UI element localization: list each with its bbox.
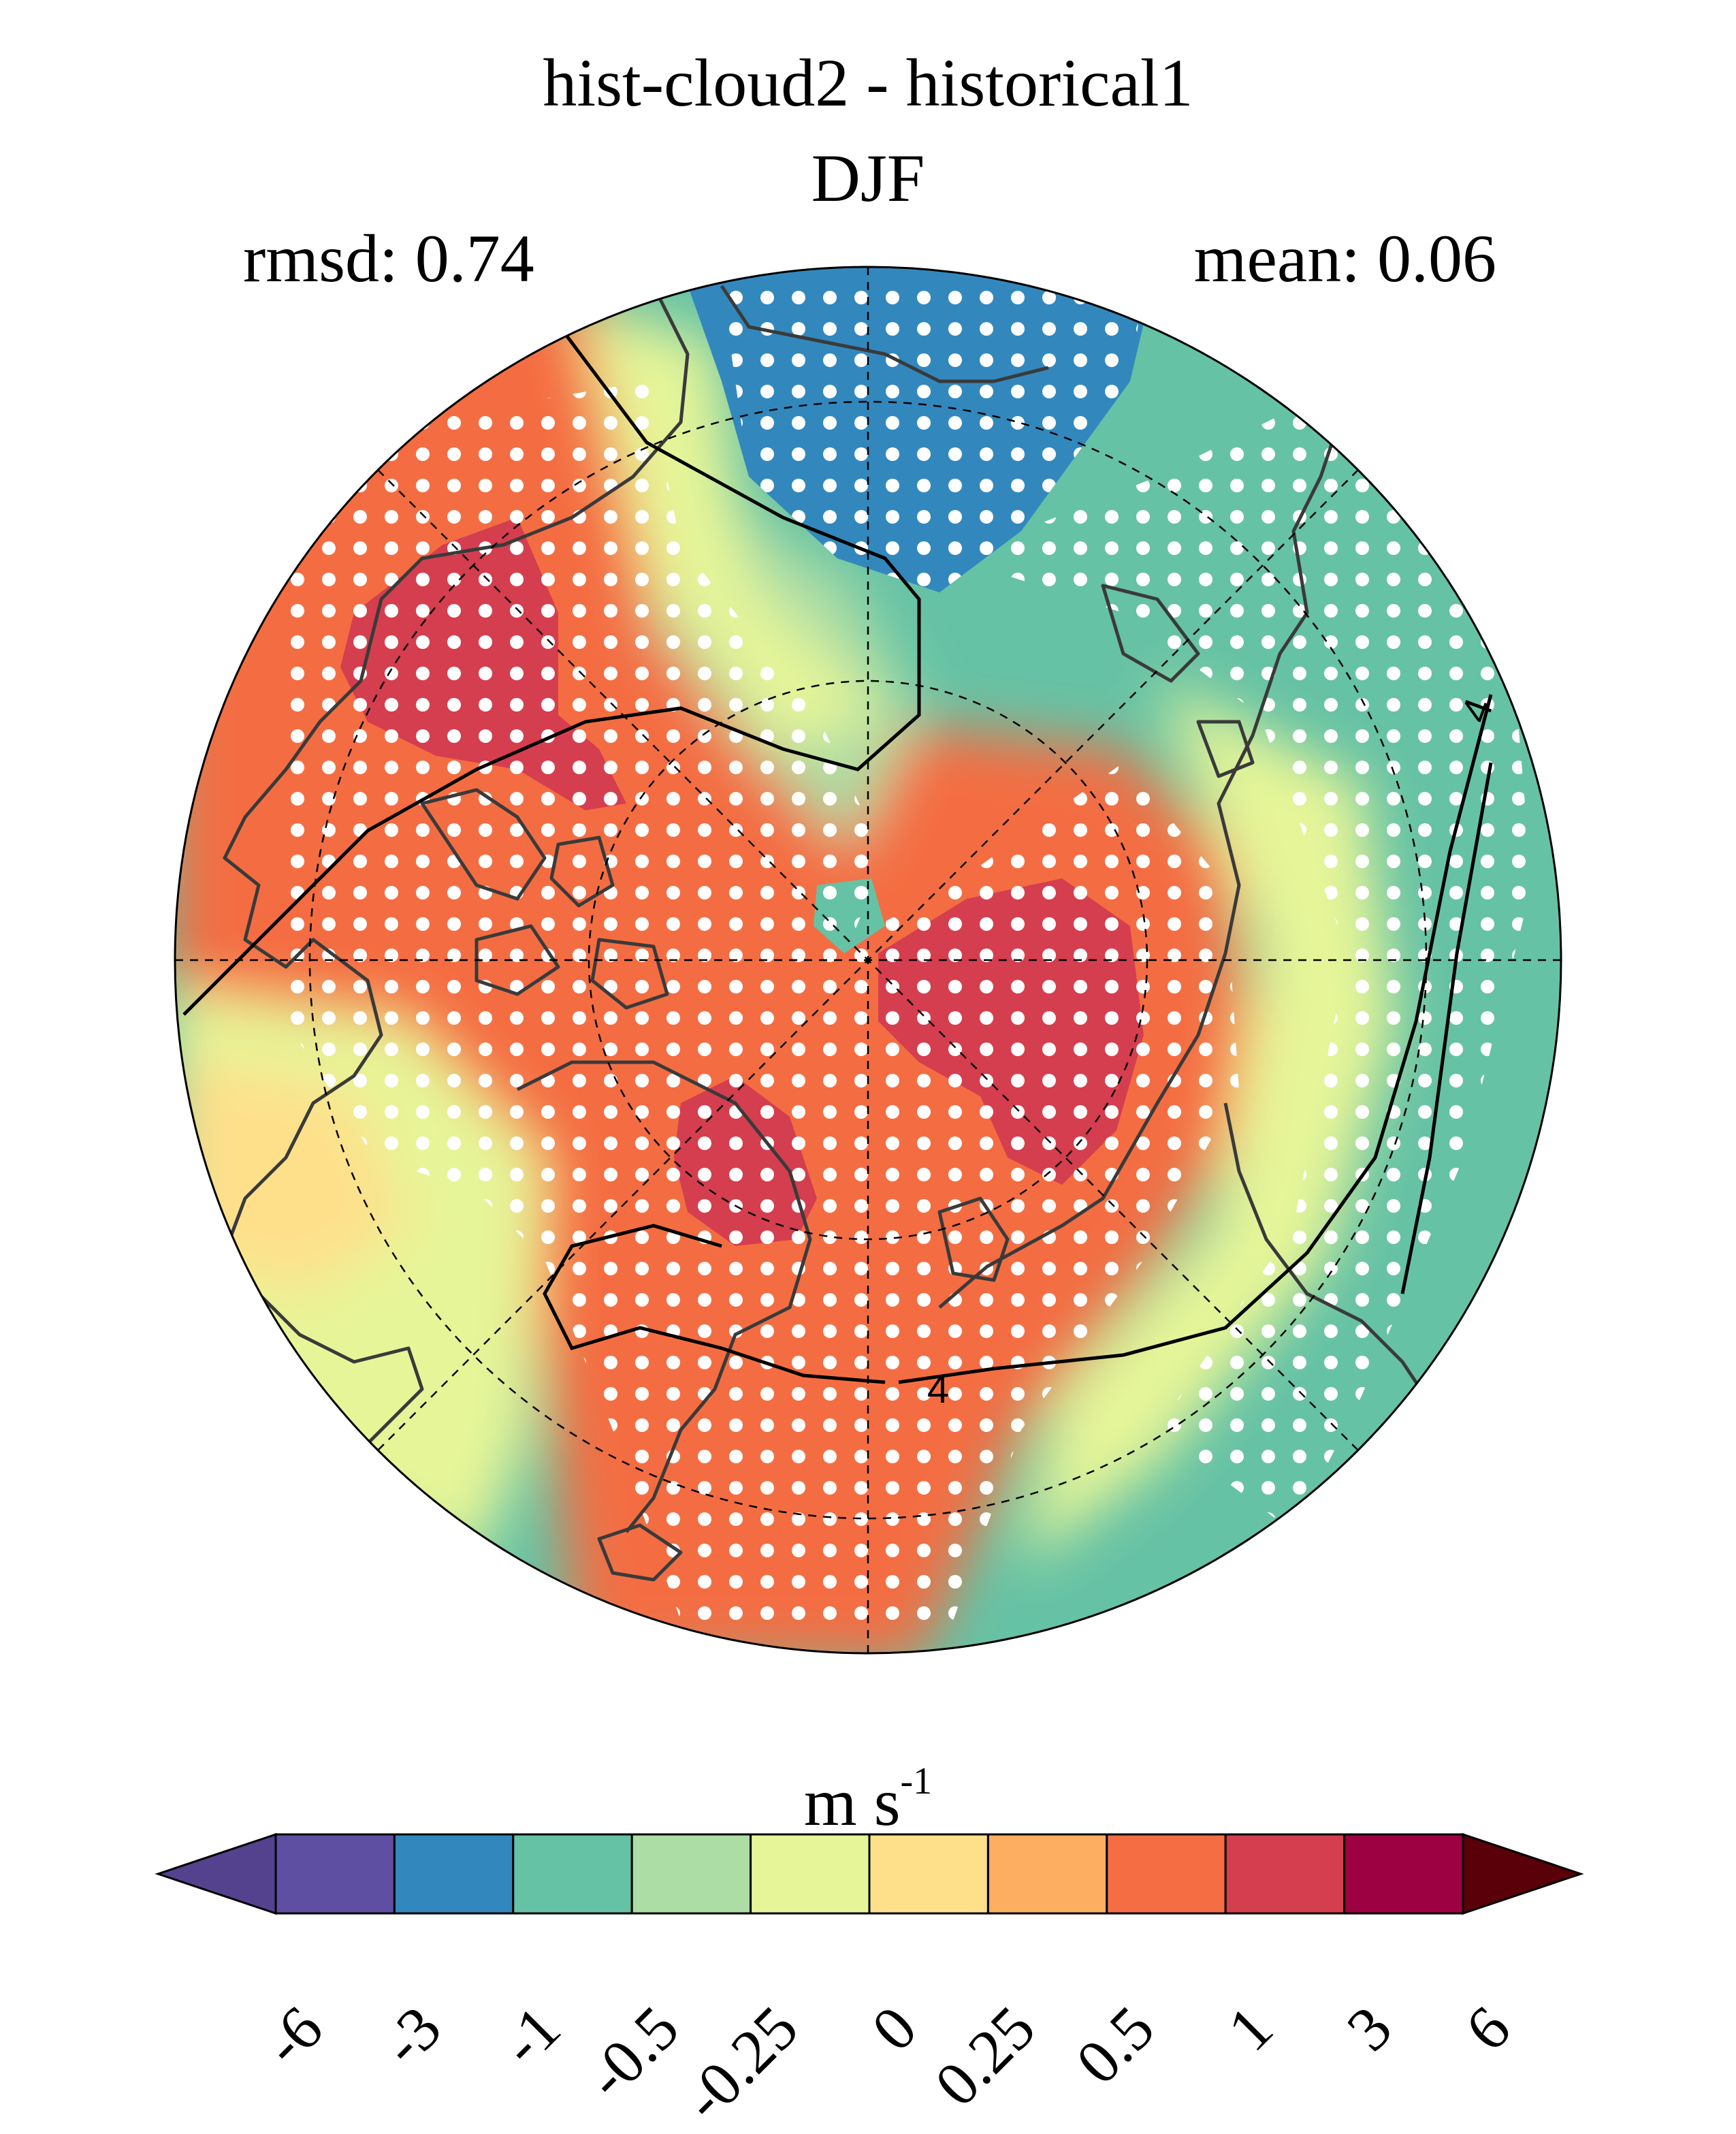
colorbar-bin	[868, 1833, 989, 1915]
coastline-alaska	[720, 285, 1049, 383]
contour-line	[182, 332, 921, 1016]
colorbar-bin	[274, 1833, 396, 1915]
colorbar-bin	[750, 1833, 871, 1915]
colorbar-bin	[630, 1833, 752, 1915]
colorbar-bin	[1106, 1833, 1227, 1915]
colorbar-units: m s-1	[0, 1762, 1736, 1836]
coastline-eurasia	[938, 435, 1336, 1309]
coastline-siberia-north	[1101, 584, 1255, 778]
units-exponent: -1	[900, 1760, 933, 1802]
contour-label: 4	[927, 1367, 949, 1412]
figure-title: hist-cloud2 - historical1	[543, 45, 1193, 121]
stippling-region	[722, 286, 1144, 592]
stippling-region	[953, 409, 1532, 1532]
colorbar-bin	[393, 1833, 515, 1915]
coastline-svalbard	[937, 1196, 1010, 1282]
field-band-yellow-arc	[1021, 681, 1396, 1566]
meridian	[377, 469, 1359, 1451]
stippling-region	[286, 381, 1239, 1621]
coastline-north-america	[223, 285, 690, 1472]
colorbar-bins	[274, 1833, 1464, 1915]
colorbar-bin	[986, 1833, 1108, 1915]
colorbar-bin	[1343, 1833, 1464, 1915]
contour-line	[898, 694, 1493, 1384]
contour-line	[1400, 762, 1493, 1294]
coastline-iceland	[597, 1523, 683, 1582]
colorbar-extend-high	[1462, 1832, 1584, 1915]
colorbar-extend-low	[155, 1832, 277, 1915]
climatology-contours	[182, 332, 1493, 1384]
map-boundary	[174, 266, 1562, 1655]
coastline-greenland	[516, 1060, 812, 1533]
polar-map: 4 4	[174, 266, 1562, 1655]
coastlines	[223, 285, 1472, 1582]
colorbar-bin	[1224, 1833, 1346, 1915]
rmsd-stat: rmsd: 0.74	[243, 221, 534, 296]
mean-stat: mean: 0.06	[1193, 221, 1496, 296]
season-label: DJF	[811, 140, 925, 216]
field-band-yellow-top	[579, 306, 885, 749]
coastline-canadian-islands	[420, 788, 669, 1010]
units-base: m s	[803, 1764, 901, 1840]
colorbar-bin	[512, 1833, 633, 1915]
contour-line	[543, 1224, 886, 1384]
graticule	[175, 267, 1561, 1653]
latitude-circle	[588, 680, 1148, 1241]
